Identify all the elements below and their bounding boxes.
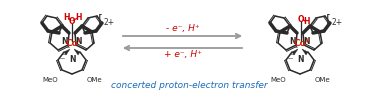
Text: Co: Co (66, 39, 78, 48)
Text: 2+: 2+ (104, 18, 115, 27)
Text: N: N (76, 37, 82, 46)
Text: [: [ (326, 14, 331, 26)
Polygon shape (302, 49, 308, 55)
Text: N: N (290, 37, 296, 46)
Text: II: II (77, 38, 81, 43)
Text: - e⁻, H⁺: - e⁻, H⁺ (166, 24, 199, 33)
Text: OMe: OMe (86, 77, 102, 83)
Text: Co: Co (294, 39, 307, 48)
Text: O: O (69, 16, 75, 25)
Text: MeO: MeO (42, 77, 58, 83)
Text: OMe: OMe (314, 77, 330, 83)
Text: 2+: 2+ (332, 18, 343, 27)
Text: N: N (297, 54, 303, 63)
Text: III: III (305, 38, 310, 43)
Text: N: N (62, 37, 68, 46)
Polygon shape (74, 49, 80, 55)
Text: H: H (75, 14, 81, 23)
Text: O: O (298, 15, 304, 23)
Text: H: H (64, 14, 70, 23)
Text: [: [ (98, 14, 103, 26)
Polygon shape (64, 49, 70, 55)
Text: N: N (69, 54, 75, 63)
Text: + e⁻, H⁺: + e⁻, H⁺ (164, 51, 201, 60)
Text: MeO: MeO (270, 77, 286, 83)
Text: N: N (304, 37, 310, 46)
Text: concerted proton-electron transfer: concerted proton-electron transfer (111, 82, 267, 91)
Text: H: H (304, 17, 310, 26)
Polygon shape (292, 49, 298, 55)
